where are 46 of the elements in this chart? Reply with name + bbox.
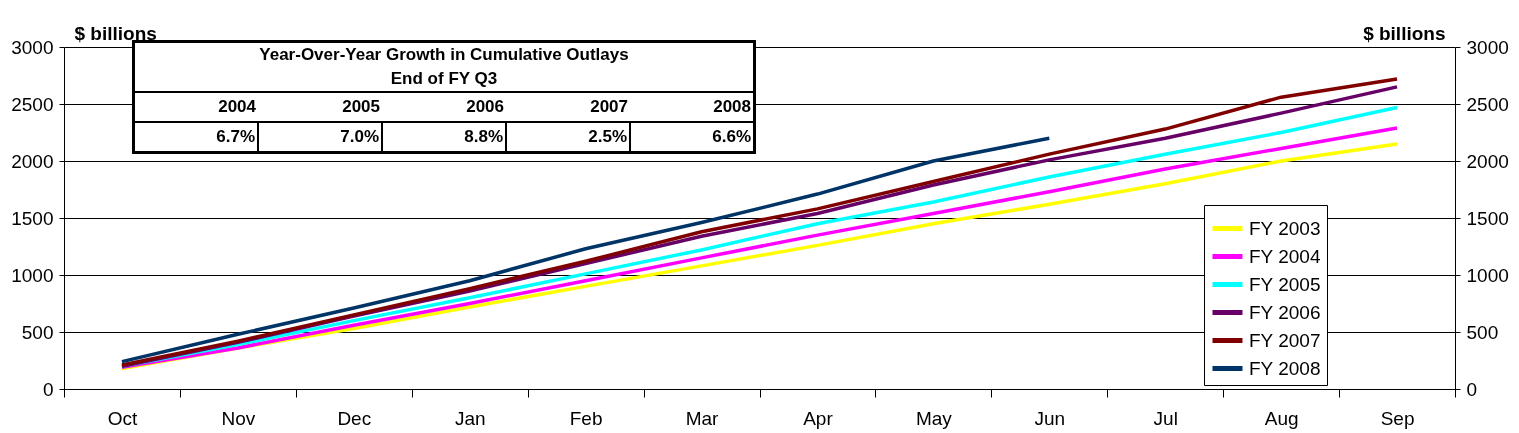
annotation: 2007 <box>506 92 630 122</box>
legend-label: FY 2008 <box>1249 357 1321 379</box>
legend-label: FY 2006 <box>1249 301 1321 323</box>
y-tick-label: 2500 <box>11 93 54 115</box>
legend-label: FY 2004 <box>1249 245 1321 267</box>
x-tick-label: Jan <box>454 407 486 429</box>
legend-label: FY 2003 <box>1249 217 1321 239</box>
y2-axis-title: $ billions <box>1363 22 1446 44</box>
y2-tick-label: 1000 <box>1466 264 1509 286</box>
x-tick-label: Jun <box>1034 407 1066 429</box>
x-tick-label: Jul <box>1153 407 1178 429</box>
annotation: 2.5% <box>506 122 630 153</box>
x-tick-label: Sep <box>1380 407 1415 429</box>
legend-label: FY 2007 <box>1249 329 1321 351</box>
annotation: 8.8% <box>382 122 506 153</box>
y-tick-label: 3000 <box>11 36 54 58</box>
x-tick-label: Feb <box>569 407 603 429</box>
y-tick-label: 0 <box>42 378 54 400</box>
x-tick-label: Oct <box>107 407 138 429</box>
annotation: Year-Over-Year Growth in Cumulative Outlays <box>259 45 629 64</box>
x-tick-label: Mar <box>685 407 720 429</box>
y2-tick-label: 2500 <box>1466 93 1509 115</box>
y2-tick-label: 0 <box>1466 378 1478 400</box>
legend-label: FY 2005 <box>1249 273 1321 295</box>
annotation: 2005 <box>258 92 382 122</box>
annotation: 2004 <box>133 92 258 122</box>
annotation: 2008 <box>630 92 755 122</box>
y-tick-label: 1500 <box>11 207 54 229</box>
annotation: 6.6% <box>630 122 755 153</box>
x-tick-label: May <box>915 407 953 429</box>
annotation: 7.0% <box>258 122 382 153</box>
x-tick-label: Dec <box>337 407 372 429</box>
y2-tick-label: 3000 <box>1466 36 1509 58</box>
y2-tick-label: 2000 <box>1466 150 1509 172</box>
x-tick-label: Aug <box>1264 407 1299 429</box>
x-tick-label: Apr <box>803 407 834 429</box>
y2-tick-label: 1500 <box>1466 207 1509 229</box>
annotation: 2006 <box>382 92 506 122</box>
y-tick-label: 500 <box>21 321 54 343</box>
y-tick-label: 1000 <box>11 264 54 286</box>
y-axis-title: $ billions <box>74 22 157 44</box>
annotation: End of FY Q3 <box>389 68 499 90</box>
x-tick-label: Nov <box>221 407 256 429</box>
y2-tick-label: 500 <box>1466 321 1499 343</box>
annotation: 6.7% <box>133 122 258 153</box>
y-tick-label: 2000 <box>11 150 54 172</box>
